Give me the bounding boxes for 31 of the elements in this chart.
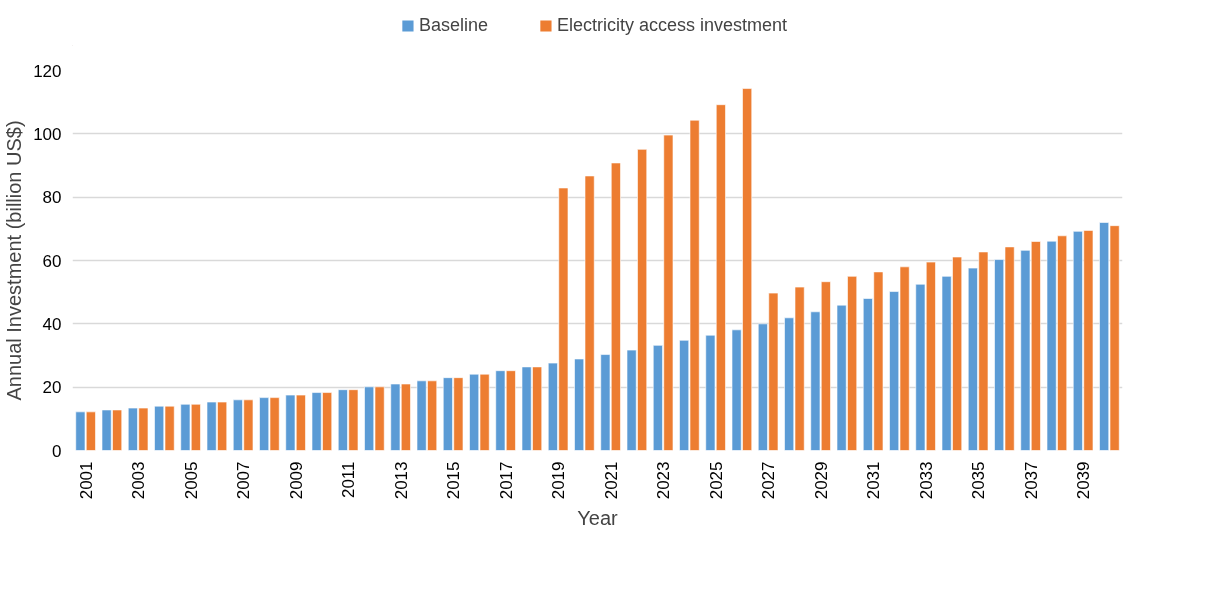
- x-tick-label: 2027: [759, 461, 779, 500]
- x-tick-label: 2039: [1074, 461, 1094, 500]
- y-tick-label: 80: [42, 188, 62, 208]
- x-tick-label: 2003: [129, 461, 149, 500]
- legend-label: Baseline: [418, 14, 488, 36]
- x-tick-label: 2021: [601, 461, 621, 500]
- y-tick-label: 0: [52, 441, 62, 461]
- x-tick-label: 2005: [181, 461, 201, 500]
- y-tick-label: 120: [33, 61, 62, 81]
- x-tick-label: 2017: [496, 461, 516, 500]
- x-axis-title: Year: [577, 507, 619, 530]
- x-tick-label: 2007: [234, 461, 254, 500]
- x-tick-label: 2025: [706, 461, 726, 500]
- x-tick-label: 2029: [811, 461, 831, 500]
- x-tick-label: 2033: [916, 461, 936, 500]
- y-tick-label: 20: [42, 378, 62, 398]
- x-tick-label: 2009: [286, 461, 306, 500]
- x-tick-label: 2001: [76, 461, 96, 500]
- legend-label: Electricity access investment: [556, 14, 788, 36]
- x-tick-label: 2013: [391, 461, 411, 500]
- x-tick-label: 2023: [654, 461, 674, 500]
- y-tick-label: 40: [42, 314, 62, 334]
- y-axis-title: Annual Investment (billion US$): [3, 120, 26, 401]
- x-tick-label: 2037: [1021, 461, 1041, 500]
- x-tick-label: 2031: [864, 461, 884, 500]
- y-tick-label: 100: [33, 124, 62, 144]
- x-tick-label: 2011: [339, 461, 359, 499]
- x-tick-label: 2015: [444, 461, 464, 500]
- x-tick-label: 2035: [969, 461, 989, 500]
- y-tick-label: 60: [42, 251, 62, 271]
- x-tick-label: 2019: [549, 461, 569, 500]
